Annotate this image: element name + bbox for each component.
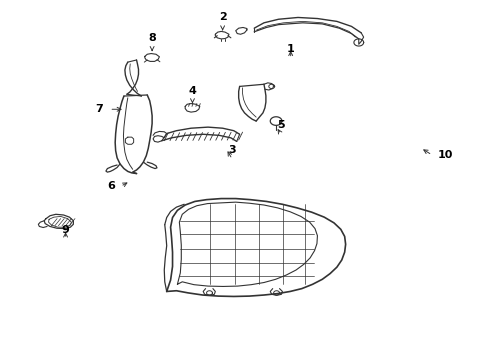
Text: 5: 5 <box>277 120 284 130</box>
Text: 9: 9 <box>61 225 69 235</box>
Text: 4: 4 <box>188 86 196 96</box>
Text: 1: 1 <box>286 44 294 54</box>
Text: 6: 6 <box>106 181 115 192</box>
Text: 3: 3 <box>228 145 236 155</box>
Text: 10: 10 <box>437 150 452 160</box>
Text: 7: 7 <box>96 104 103 114</box>
Text: 2: 2 <box>218 12 226 22</box>
Text: 8: 8 <box>148 33 156 43</box>
